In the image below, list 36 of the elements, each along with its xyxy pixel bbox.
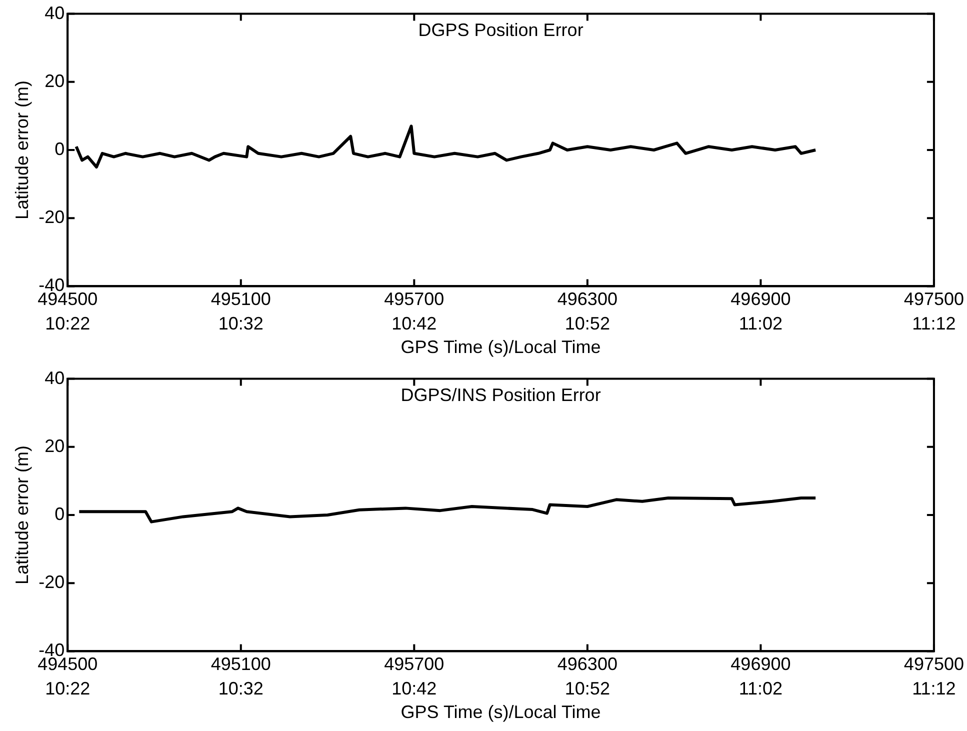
- x-axis-title: GPS Time (s)/Local Time: [400, 702, 601, 722]
- chart-title: DGPS/INS Position Error: [400, 384, 601, 405]
- y-tick-label: -20: [38, 207, 65, 228]
- x-tick-label: 495700: [384, 654, 444, 674]
- x-tick-label: 496300: [557, 288, 618, 309]
- x-tick-label: 497500: [904, 654, 964, 674]
- y-tick-label: 20: [44, 436, 65, 456]
- x2-tick-label: 11:12: [912, 678, 956, 699]
- x2-tick-label: 11:02: [738, 678, 783, 699]
- x2-tick-label: 10:32: [218, 678, 264, 699]
- x-tick-label: 495700: [384, 288, 444, 309]
- y-tick-label: 0: [54, 138, 65, 159]
- x-tick-label: 495100: [210, 654, 271, 674]
- x-tick-label: 495100: [210, 288, 271, 309]
- y-tick-label: 20: [44, 70, 65, 91]
- x2-tick-label: 10:22: [45, 678, 90, 699]
- x-tick-label: 496300: [557, 654, 618, 674]
- chart-title: DGPS Position Error: [418, 20, 584, 40]
- x2-tick-label: 11:12: [912, 314, 956, 334]
- y-tick-label: 40: [44, 368, 65, 388]
- y-tick-label: -20: [38, 572, 65, 592]
- x2-tick-label: 11:02: [738, 314, 783, 334]
- x-axis-title: GPS Time (s)/Local Time: [400, 337, 601, 358]
- x-tick-label: 497500: [904, 288, 964, 309]
- x2-tick-label: 10:42: [392, 314, 437, 334]
- y-axis-title: Latitude error (m): [12, 80, 32, 220]
- x2-tick-label: 10:52: [564, 678, 610, 699]
- y-tick-label: 40: [44, 2, 65, 23]
- x2-tick-label: 10:22: [45, 314, 90, 334]
- x2-tick-label: 10:52: [564, 314, 610, 334]
- y-axis-title: Latitude error (m): [12, 445, 32, 585]
- x2-tick-label: 10:32: [218, 314, 264, 334]
- x-tick-label: 496900: [730, 654, 791, 674]
- x2-tick-label: 10:42: [392, 678, 437, 699]
- y-tick-label: 0: [54, 504, 65, 524]
- x-tick-label: 496900: [730, 288, 791, 309]
